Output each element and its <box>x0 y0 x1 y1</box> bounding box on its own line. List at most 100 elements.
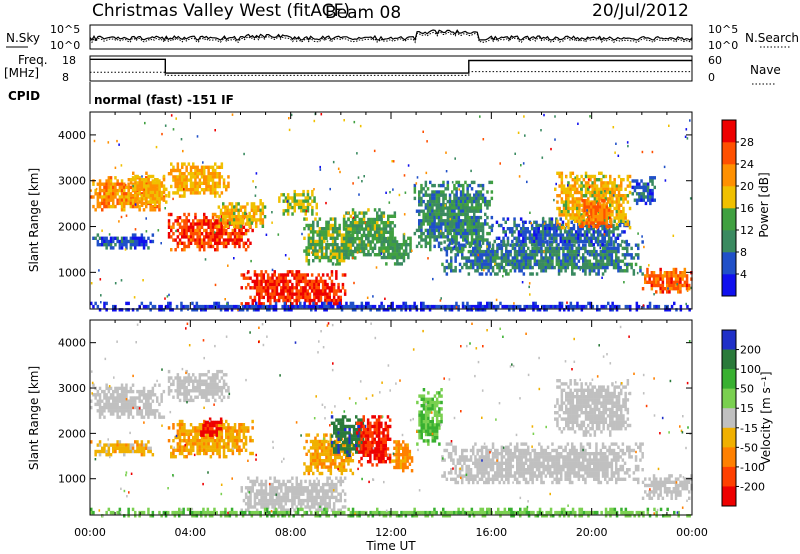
heatmap-cell-8 <box>307 236 311 240</box>
heatmap-cell-0 <box>162 389 166 394</box>
heatmap-cell-6 <box>295 276 298 280</box>
heatmap-cell-18 <box>259 304 262 309</box>
heatmap-cell-18 <box>263 304 267 309</box>
heatmap-cell-0 <box>103 402 106 407</box>
heatmap-cell-8 <box>316 239 319 244</box>
heatmap-cell-11 <box>453 231 456 236</box>
heatmap-cell-14 <box>591 190 594 195</box>
heatmap-cell-15 <box>590 202 593 206</box>
nsky-tick-bottom: 10^0 <box>50 39 80 52</box>
heatmap-cell-13 <box>561 239 565 244</box>
heatmap-cell-12 <box>535 259 539 263</box>
heatmap-cell-4 <box>196 232 199 236</box>
heatmap-cell-11 <box>440 225 443 229</box>
heatmap-cell-9 <box>343 237 346 241</box>
heatmap-cell-10 <box>398 249 401 253</box>
heatmap-cell-16 <box>649 179 652 183</box>
heatmap-cell-1 <box>131 239 135 244</box>
heatmap-cell-7 <box>291 199 294 203</box>
heatmap-cell-0 <box>120 409 124 413</box>
heatmap-cell-17 <box>663 274 667 278</box>
heatmap-cell-12 <box>588 253 592 257</box>
heatmap-cell-14 <box>580 197 583 201</box>
heatmap-cell-3 <box>216 191 219 195</box>
heatmap-cell-5 <box>246 202 249 206</box>
heatmap-cell-13 <box>524 239 527 244</box>
heatmap-cell-7 <box>306 199 310 203</box>
heatmap-cell-13 <box>566 239 569 244</box>
heatmap-cell-8 <box>318 249 322 253</box>
heatmap-cell-12 <box>588 259 592 263</box>
heatmap-cell-0 <box>101 198 104 202</box>
heatmap-cell-14 <box>571 200 575 204</box>
heatmap-cell-14 <box>598 187 601 191</box>
heatmap-cell-11 <box>462 203 465 207</box>
heatmap-cell-8 <box>329 217 333 221</box>
heatmap-cell-11 <box>488 231 491 236</box>
heatmap-cell-4 <box>207 219 210 223</box>
heatmap-cell-6 <box>297 273 301 277</box>
heatmap-cell-8 <box>327 259 330 263</box>
heatmap-cell-18 <box>153 304 157 309</box>
heatmap-cell-7 <box>302 199 305 203</box>
heatmap-cell-16 <box>642 188 645 193</box>
heatmap-cell-10 <box>400 255 403 260</box>
heatmap-cell-6 <box>260 286 263 290</box>
heatmap-cell-1 <box>94 449 97 454</box>
heatmap-cell-6 <box>306 279 309 284</box>
freq-tick-top: 18 <box>62 54 76 67</box>
heatmap-cell-14 <box>565 203 568 207</box>
heatmap-speckle <box>124 248 127 251</box>
heatmap-cell-11 <box>473 231 476 236</box>
heatmap-cell-12 <box>478 243 482 247</box>
heatmap-cell-12 <box>447 262 451 267</box>
heatmap-cell-4 <box>216 235 219 239</box>
heatmap-cell-0 <box>160 399 163 403</box>
heatmap-cell-5 <box>237 218 240 222</box>
heatmap-cell-5 <box>241 221 245 225</box>
heatmap-cell-16 <box>646 192 650 196</box>
heatmap-cell-13 <box>592 227 595 231</box>
heatmap-cell-0 <box>107 402 111 407</box>
heatmap-cell-3 <box>196 175 199 179</box>
heatmap-speckle <box>175 229 177 233</box>
heatmap-cell-0 <box>153 383 157 387</box>
heatmap-cell-11 <box>437 206 441 210</box>
heatmap-cell-17 <box>666 283 669 288</box>
heatmap-cell-18 <box>626 304 630 309</box>
heatmap-cell-11 <box>444 228 447 233</box>
heatmap-cell-3 <box>214 168 217 173</box>
heatmap-cell-18 <box>224 304 227 309</box>
heatmap-cell-12 <box>630 246 633 251</box>
heatmap-cell-18 <box>571 308 575 312</box>
heatmap-cell-11 <box>466 215 469 220</box>
heatmap-cell-8 <box>327 230 330 234</box>
heatmap-cell-12 <box>522 272 526 276</box>
heatmap-cell-12 <box>505 253 508 257</box>
heatmap-cell-12 <box>467 272 471 276</box>
heatmap-cell-11 <box>459 196 463 201</box>
heatmap-cell-12 <box>557 265 561 270</box>
heatmap-cell-8 <box>336 259 339 263</box>
heatmap-cell-3 <box>222 178 226 182</box>
heatmap-cell-12 <box>518 265 521 270</box>
heatmap-cell-12 <box>623 240 627 244</box>
heatmap-cell-4 <box>196 235 199 239</box>
heatmap-cell-10 <box>378 252 381 256</box>
heatmap-cell-6 <box>326 298 329 303</box>
heatmap-cell-14 <box>560 213 564 217</box>
heatmap-cell-13 <box>605 233 609 237</box>
heatmap-cell-8 <box>338 230 341 234</box>
heatmap-cell-6 <box>310 289 314 293</box>
heatmap-cell-9 <box>365 211 368 215</box>
heatmap-cell-12 <box>597 253 600 257</box>
heatmap-cell-3 <box>194 168 197 173</box>
heatmap-cell-0 <box>112 185 115 190</box>
heatmap-cell-0 <box>116 415 119 419</box>
heatmap-cell-14 <box>576 197 579 201</box>
heatmap-cell-3 <box>183 162 186 166</box>
heatmap-cell-16 <box>653 185 656 190</box>
heatmap-cell-14 <box>611 210 614 214</box>
heatmap-cell-0 <box>114 396 117 400</box>
heatmap-cell-4 <box>227 232 230 236</box>
